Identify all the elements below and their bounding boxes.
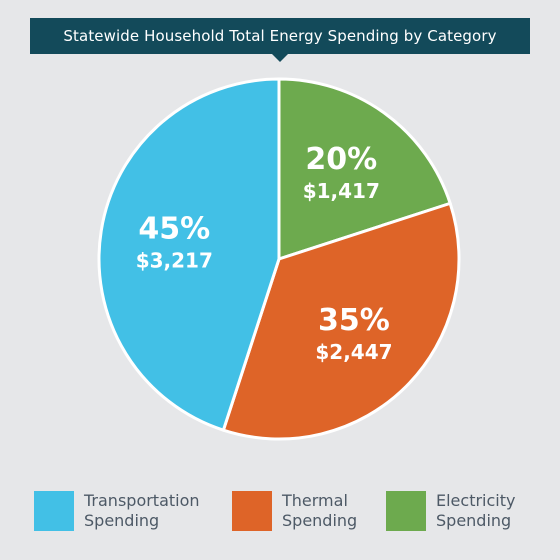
- pie-slice-transportation: [97, 77, 281, 432]
- legend-swatch-transportation: [34, 491, 74, 531]
- title-pointer: [272, 54, 288, 62]
- slice-value-label-electricity: $1,417: [303, 179, 380, 203]
- legend-label-thermal-line1: Thermal: [282, 491, 348, 510]
- chart-title: Statewide Household Total Energy Spendin…: [30, 18, 530, 54]
- legend-label-transportation-line2: Spending: [84, 511, 160, 530]
- slice-value-label-transportation: $3,217: [136, 248, 213, 272]
- legend-item-transportation: Transportation Spending: [34, 490, 200, 532]
- slice-percent-label-transportation: 45%: [138, 211, 210, 246]
- legend-text-transportation: Transportation Spending: [84, 491, 200, 531]
- legend-text-thermal: Thermal Spending: [282, 491, 357, 531]
- legend-item-thermal: Thermal Spending: [232, 490, 357, 532]
- legend-label-transportation-line1: Transportation: [84, 491, 200, 510]
- legend: Transportation Spending Thermal Spending…: [34, 490, 530, 538]
- slice-percent-label-electricity: 20%: [305, 142, 377, 177]
- slice-value-label-thermal: $2,447: [315, 340, 392, 364]
- legend-swatch-electricity: [386, 491, 426, 531]
- legend-label-electricity-line2: Spending: [436, 511, 512, 530]
- slice-percent-label-thermal: 35%: [318, 303, 390, 338]
- legend-text-electricity: Electricity Spending: [436, 491, 515, 531]
- pie-slice-thermal: [221, 201, 461, 441]
- legend-swatch-thermal: [232, 491, 272, 531]
- legend-item-electricity: Electricity Spending: [386, 490, 515, 532]
- legend-label-thermal-line2: Spending: [282, 511, 358, 530]
- legend-label-electricity-line1: Electricity: [436, 491, 516, 510]
- pie-slice-electricity: [277, 77, 452, 261]
